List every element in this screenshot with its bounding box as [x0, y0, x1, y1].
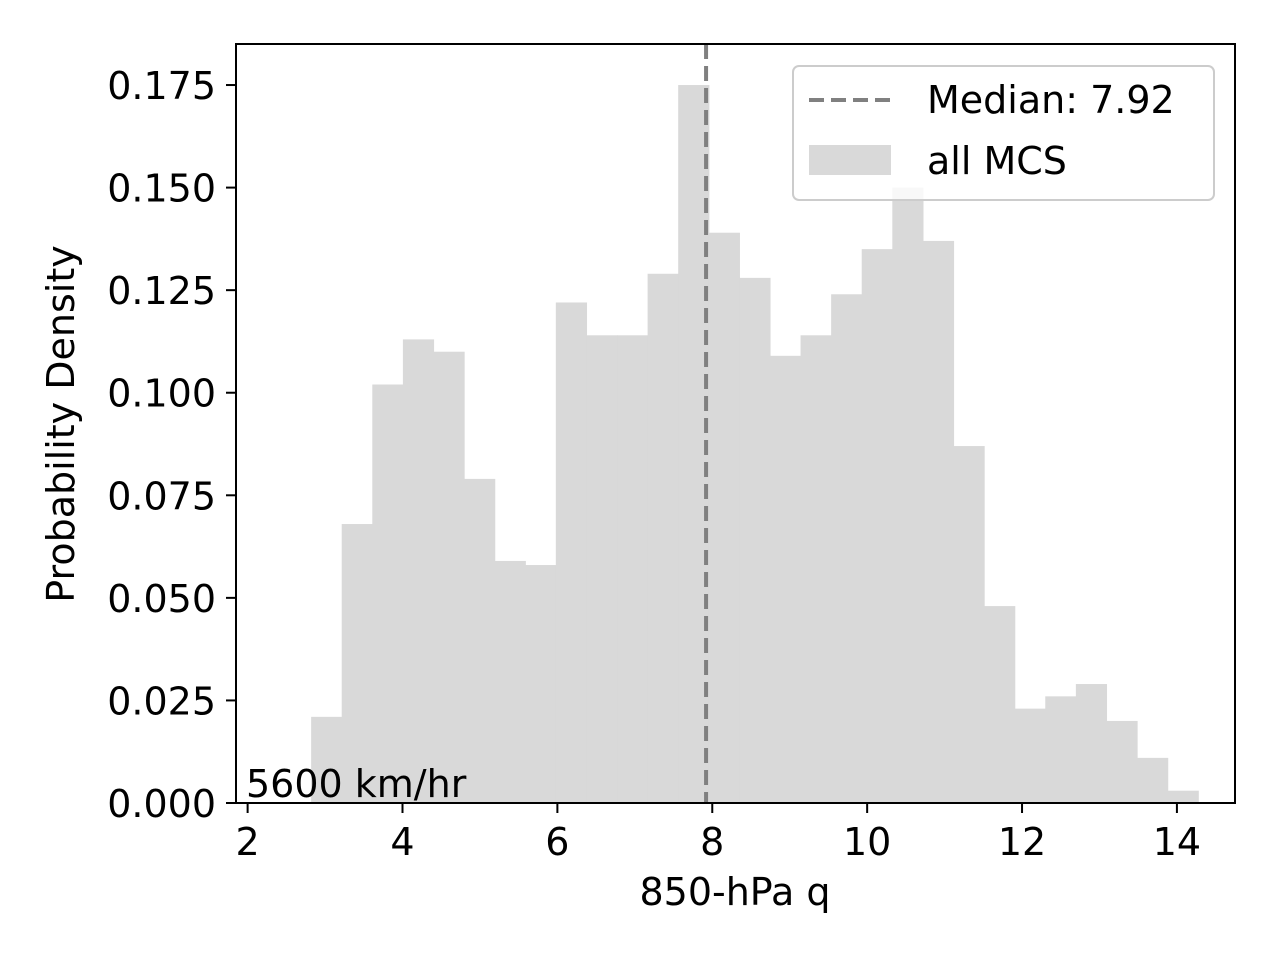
- histogram-bar: [372, 384, 404, 803]
- annotation-text: 5600 km/hr: [246, 762, 467, 806]
- axes-frame: [235, 43, 1236, 804]
- histogram-bar: [1106, 720, 1138, 803]
- y-tick-label: 0.125: [107, 269, 216, 313]
- histogram-bar: [555, 302, 588, 803]
- histogram-bar: [647, 273, 679, 803]
- legend: Median: 7.92 all MCS: [792, 65, 1215, 201]
- histogram-bar: [617, 335, 649, 803]
- legend-mcs-label: all MCS: [927, 139, 1067, 183]
- histogram-bar: [1137, 757, 1169, 803]
- histogram-bar: [892, 187, 924, 803]
- histogram-bar: [739, 277, 771, 803]
- histogram-bar: [341, 524, 373, 803]
- legend-mcs-swatch: [809, 145, 891, 175]
- histogram-bar: [402, 339, 435, 803]
- y-tick-label: 0.175: [107, 64, 216, 108]
- histogram-bar: [831, 294, 863, 803]
- histogram-bar: [494, 560, 526, 803]
- y-tick-label: 0.000: [107, 782, 216, 826]
- y-axis-label: Probability Density: [39, 245, 83, 602]
- x-tick-label: 4: [390, 820, 414, 864]
- histogram-bar: [1167, 790, 1199, 803]
- histogram-bar: [953, 446, 985, 803]
- histogram-bar: [984, 606, 1016, 803]
- legend-median-label: Median: 7.92: [927, 78, 1175, 122]
- histogram-bar: [464, 478, 496, 803]
- y-tick-label: 0.150: [107, 167, 216, 211]
- x-tick-label: 10: [843, 820, 891, 864]
- histogram-bar: [525, 565, 557, 803]
- histogram-bars: [311, 85, 1199, 804]
- y-tick-label: 0.025: [107, 679, 216, 723]
- histogram-bar: [769, 355, 802, 803]
- x-tick-label: 14: [1153, 820, 1201, 864]
- y-tick-label: 0.075: [107, 474, 216, 518]
- legend-box: [792, 65, 1215, 201]
- histogram-bar: [800, 335, 832, 803]
- x-axis-ticks: 2 4 6 8 10 12 14: [236, 803, 1201, 864]
- x-axis-label: 850-hPa q: [639, 870, 830, 914]
- x-tick-label: 6: [545, 820, 569, 864]
- histogram-bar: [433, 351, 465, 803]
- histogram-bar: [586, 335, 618, 803]
- histogram-bar: [708, 232, 740, 804]
- histogram-bar: [861, 249, 893, 803]
- y-tick-label: 0.100: [107, 372, 216, 416]
- histogram-bar: [1014, 708, 1046, 803]
- histogram-bar: [1045, 696, 1077, 803]
- y-axis-ticks: 0.000 0.025 0.050 0.075 0.100 0.125 0.150 0.175: [107, 64, 236, 826]
- x-tick-label: 2: [236, 820, 260, 864]
- x-tick-label: 12: [998, 820, 1046, 864]
- histogram-bar: [1075, 684, 1108, 803]
- histogram-bar: [922, 240, 955, 803]
- histogram-bar: [311, 716, 343, 803]
- x-tick-label: 8: [700, 820, 724, 864]
- y-tick-label: 0.050: [107, 577, 216, 621]
